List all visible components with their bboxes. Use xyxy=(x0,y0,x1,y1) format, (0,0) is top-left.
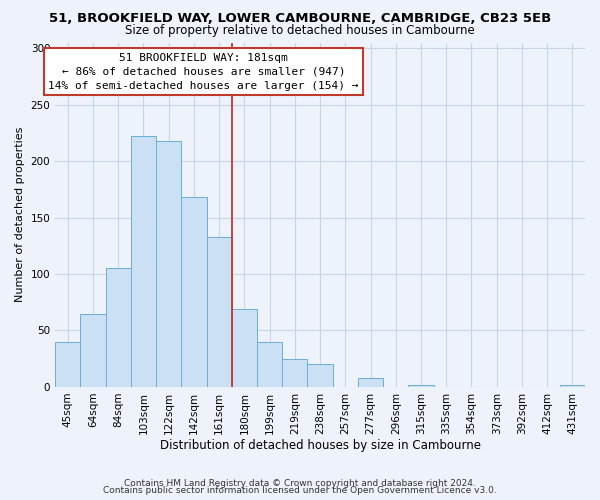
Bar xyxy=(106,268,131,387)
Bar xyxy=(409,384,434,387)
Text: 51, BROOKFIELD WAY, LOWER CAMBOURNE, CAMBRIDGE, CB23 5EB: 51, BROOKFIELD WAY, LOWER CAMBOURNE, CAM… xyxy=(49,12,551,26)
Bar xyxy=(560,384,585,387)
Bar xyxy=(232,309,257,387)
Text: Contains HM Land Registry data © Crown copyright and database right 2024.: Contains HM Land Registry data © Crown c… xyxy=(124,478,476,488)
Text: Size of property relative to detached houses in Cambourne: Size of property relative to detached ho… xyxy=(125,24,475,37)
Bar xyxy=(206,237,232,387)
Bar xyxy=(307,364,332,387)
Bar xyxy=(181,197,206,387)
Bar xyxy=(358,378,383,387)
Bar xyxy=(257,342,282,387)
Text: Contains public sector information licensed under the Open Government Licence v3: Contains public sector information licen… xyxy=(103,486,497,495)
Bar xyxy=(80,314,106,387)
Bar xyxy=(156,141,181,387)
Text: 51 BROOKFIELD WAY: 181sqm
← 86% of detached houses are smaller (947)
14% of semi: 51 BROOKFIELD WAY: 181sqm ← 86% of detac… xyxy=(48,53,359,91)
Bar xyxy=(55,342,80,387)
X-axis label: Distribution of detached houses by size in Cambourne: Distribution of detached houses by size … xyxy=(160,440,481,452)
Bar xyxy=(282,358,307,387)
Bar xyxy=(131,136,156,387)
Y-axis label: Number of detached properties: Number of detached properties xyxy=(15,127,25,302)
